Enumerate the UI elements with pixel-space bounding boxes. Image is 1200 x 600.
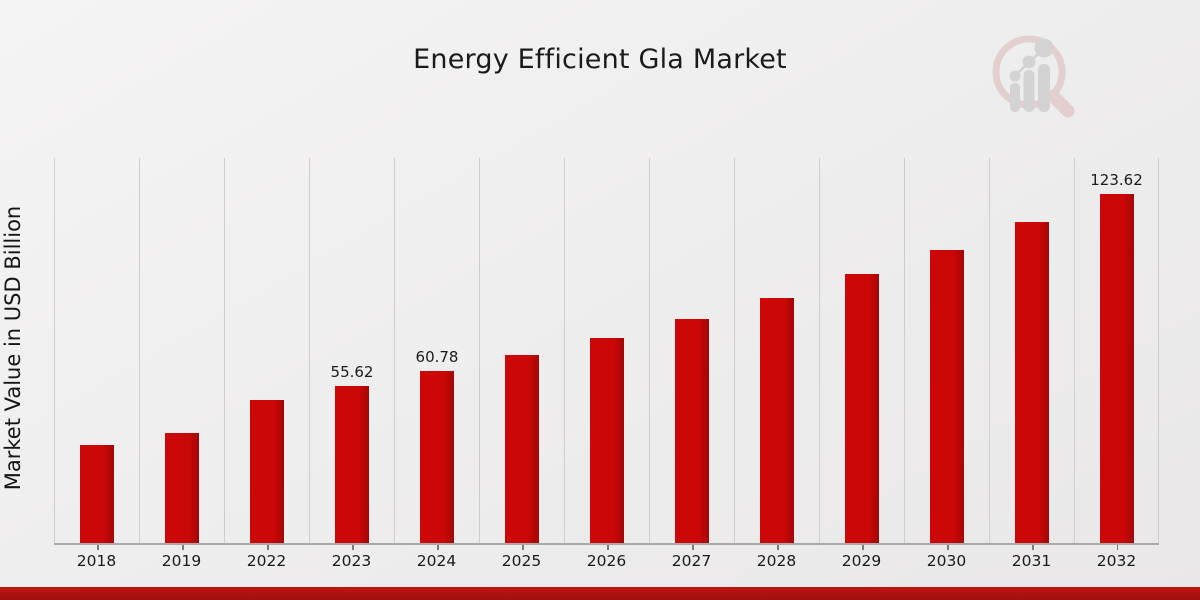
category-slot: 123.62 bbox=[1074, 158, 1159, 550]
x-tick-label: 2022 bbox=[246, 552, 287, 570]
category-slot bbox=[904, 158, 989, 550]
x-tick-label: 2032 bbox=[1096, 552, 1137, 570]
category-slot bbox=[989, 158, 1074, 550]
bar-2026 bbox=[590, 338, 624, 543]
axis-tick bbox=[352, 545, 354, 550]
bar-2030 bbox=[930, 250, 964, 543]
x-tick-label: 2029 bbox=[841, 552, 882, 570]
axis-tick bbox=[1032, 545, 1034, 550]
x-tick-label: 2030 bbox=[926, 552, 967, 570]
axis-tick bbox=[522, 545, 524, 550]
axis-tick bbox=[182, 545, 184, 550]
x-axis-labels: 2018 2019 2022 2023 2024 2025 2026 2027 2028 2029… bbox=[54, 552, 1159, 570]
x-tick-label: 2023 bbox=[331, 552, 372, 570]
category-slot bbox=[819, 158, 904, 550]
growth-people-icon bbox=[1009, 38, 1054, 112]
bar-value-label: 123.62 bbox=[1090, 171, 1143, 189]
plot-area: 55.62 60.78 123.62 bbox=[54, 158, 1159, 550]
y-axis-label: Market Value in USD Billion bbox=[1, 205, 25, 491]
category-slot bbox=[479, 158, 564, 550]
bar-2019 bbox=[165, 433, 199, 543]
bar-2025 bbox=[505, 355, 539, 543]
bar-2024 bbox=[420, 371, 454, 543]
bar-value-label: 60.78 bbox=[415, 348, 459, 366]
axis-tick bbox=[437, 545, 439, 550]
bar-2027 bbox=[675, 319, 709, 543]
x-tick-label: 2031 bbox=[1011, 552, 1052, 570]
category-slot: 55.62 bbox=[309, 158, 394, 550]
x-tick-label: 2018 bbox=[76, 552, 117, 570]
bar-2028 bbox=[760, 298, 794, 543]
axis-tick bbox=[947, 545, 949, 550]
category-slot bbox=[54, 158, 139, 550]
bar-2031 bbox=[1015, 222, 1049, 543]
x-tick-label: 2025 bbox=[501, 552, 542, 570]
axis-tick bbox=[777, 545, 779, 550]
category-slot bbox=[734, 158, 819, 550]
category-slot bbox=[224, 158, 309, 550]
bar-2022 bbox=[250, 400, 284, 543]
x-tick-label: 2028 bbox=[756, 552, 797, 570]
x-tick-label: 2027 bbox=[671, 552, 712, 570]
chart-title: Energy Efficient Gla Market bbox=[413, 44, 787, 75]
axis-tick bbox=[267, 545, 269, 550]
magnifier-icon bbox=[992, 35, 1075, 118]
category-slot: 60.78 bbox=[394, 158, 479, 550]
category-slot bbox=[139, 158, 224, 550]
axis-tick bbox=[692, 545, 694, 550]
x-tick-label: 2026 bbox=[586, 552, 627, 570]
brand-watermark-logo bbox=[992, 35, 1075, 118]
bar-2023 bbox=[335, 386, 369, 543]
bar-value-label: 55.62 bbox=[330, 363, 374, 381]
category-slot bbox=[564, 158, 649, 550]
category-slot bbox=[649, 158, 734, 550]
axis-tick bbox=[97, 545, 99, 550]
axis-tick bbox=[862, 545, 864, 550]
axis-tick bbox=[607, 545, 609, 550]
x-tick-label: 2024 bbox=[416, 552, 457, 570]
bar-2029 bbox=[845, 274, 879, 543]
axis-tick bbox=[1116, 545, 1118, 550]
x-tick-label: 2019 bbox=[161, 552, 202, 570]
bar-2018 bbox=[80, 445, 114, 543]
footer-accent-bar bbox=[0, 587, 1200, 600]
bar-2032 bbox=[1099, 194, 1134, 543]
